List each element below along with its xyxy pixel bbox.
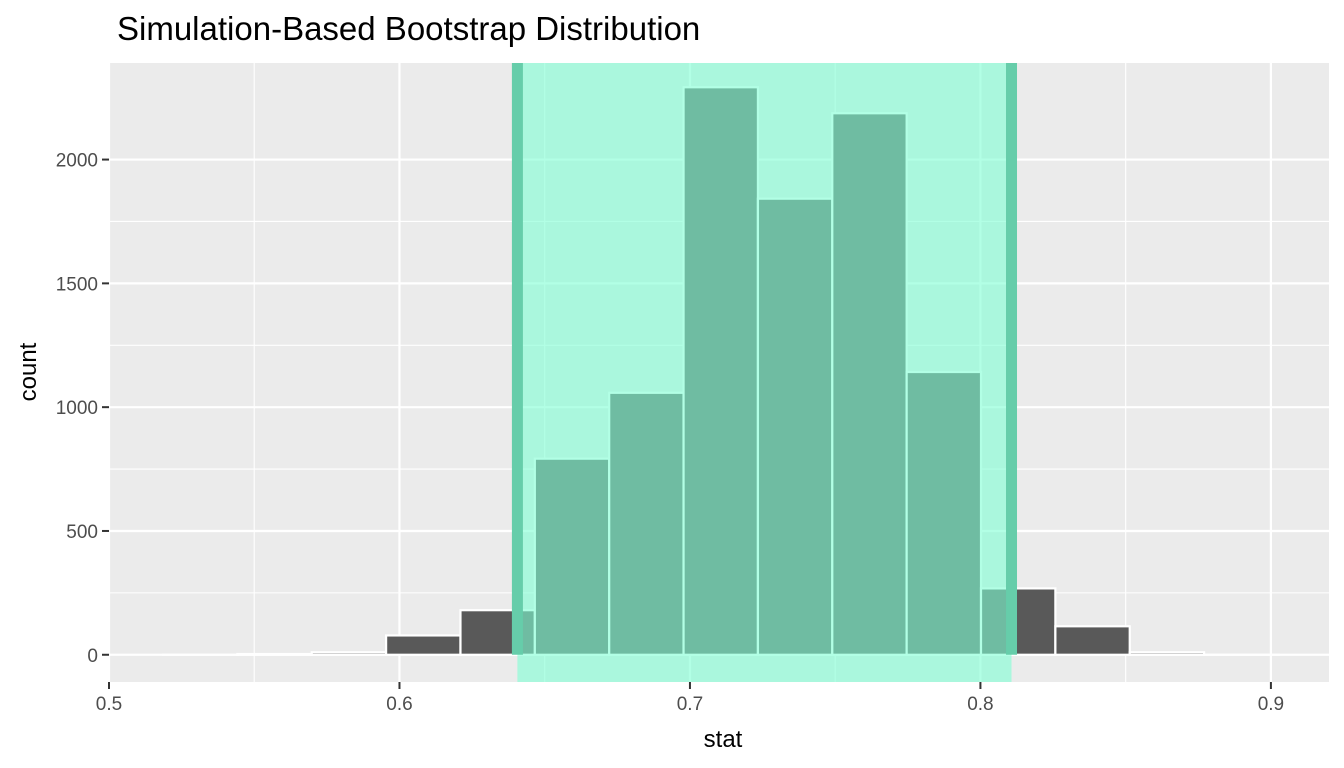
y-tick-label: 2000 xyxy=(56,151,98,172)
histogram-bar xyxy=(310,651,388,656)
x-axis-title: stat xyxy=(704,726,743,753)
x-tick-label: 0.7 xyxy=(677,694,703,715)
histogram-bar xyxy=(1054,625,1131,656)
y-tick-label: 1000 xyxy=(56,398,98,419)
y-tick-label: 500 xyxy=(66,522,98,543)
x-tick-label: 0.6 xyxy=(386,694,412,715)
histogram-bar xyxy=(236,652,313,656)
y-axis-title: count xyxy=(15,342,42,401)
x-tick-label: 0.8 xyxy=(967,694,993,715)
x-tick-label: 0.5 xyxy=(96,694,122,715)
x-tick-label: 0.9 xyxy=(1258,694,1284,715)
confidence-interval xyxy=(511,63,1018,682)
histogram-bar xyxy=(385,634,462,656)
x-axis: 0.5 0.6 0.7 0.8 0.9 xyxy=(96,682,1284,715)
histogram-bar xyxy=(1128,651,1206,656)
chart-title: Simulation-Based Bootstrap Distribution xyxy=(117,10,700,47)
y-axis: 0 500 1000 1500 2000 xyxy=(56,151,109,667)
y-tick-label: 1500 xyxy=(56,274,98,295)
confidence-interval-band xyxy=(517,63,1012,682)
y-tick-label: 0 xyxy=(87,646,98,667)
